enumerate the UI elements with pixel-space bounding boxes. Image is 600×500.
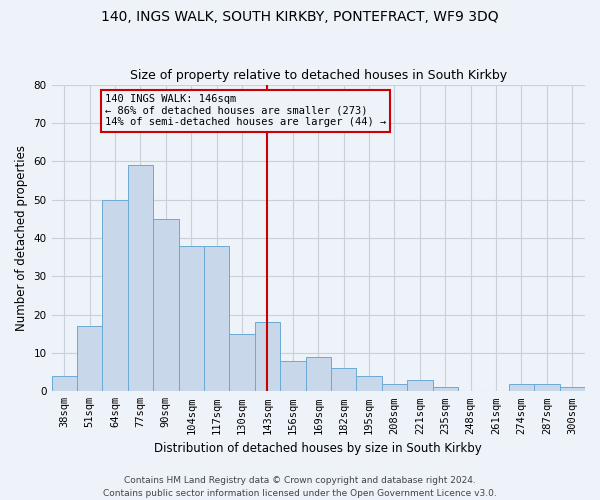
Bar: [229, 334, 255, 392]
Bar: [382, 384, 407, 392]
Bar: [534, 384, 560, 392]
Bar: [103, 200, 128, 392]
Bar: [331, 368, 356, 392]
Bar: [280, 360, 305, 392]
Bar: [204, 246, 229, 392]
Text: Contains HM Land Registry data © Crown copyright and database right 2024.
Contai: Contains HM Land Registry data © Crown c…: [103, 476, 497, 498]
Bar: [77, 326, 103, 392]
Y-axis label: Number of detached properties: Number of detached properties: [15, 145, 28, 331]
X-axis label: Distribution of detached houses by size in South Kirkby: Distribution of detached houses by size …: [154, 442, 482, 455]
Text: 140, INGS WALK, SOUTH KIRKBY, PONTEFRACT, WF9 3DQ: 140, INGS WALK, SOUTH KIRKBY, PONTEFRACT…: [101, 10, 499, 24]
Bar: [560, 388, 585, 392]
Bar: [153, 219, 179, 392]
Bar: [179, 246, 204, 392]
Text: 140 INGS WALK: 146sqm
← 86% of detached houses are smaller (273)
14% of semi-det: 140 INGS WALK: 146sqm ← 86% of detached …: [105, 94, 386, 128]
Bar: [356, 376, 382, 392]
Bar: [128, 165, 153, 392]
Bar: [52, 376, 77, 392]
Bar: [407, 380, 433, 392]
Bar: [305, 357, 331, 392]
Bar: [255, 322, 280, 392]
Bar: [509, 384, 534, 392]
Title: Size of property relative to detached houses in South Kirkby: Size of property relative to detached ho…: [130, 69, 507, 82]
Bar: [433, 388, 458, 392]
